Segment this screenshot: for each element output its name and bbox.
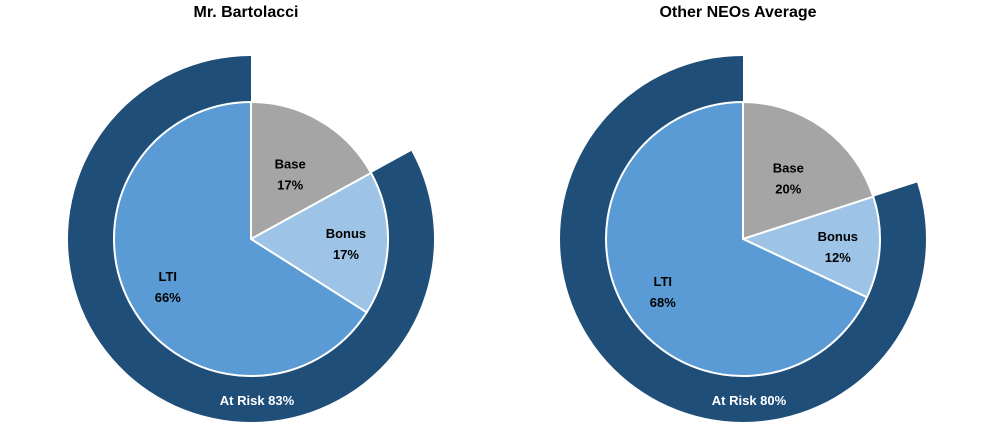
slice-label-bonus: Bonus 17% bbox=[326, 226, 366, 262]
pie-slice-lti bbox=[605, 101, 868, 377]
slice-label-base: Base 17% bbox=[275, 157, 306, 193]
slice-label-base: Base 20% bbox=[773, 161, 804, 197]
chart-bartolacci: Mr. Bartolacci Base 17% Bonus 17% LTI 66% At R… bbox=[68, 4, 435, 422]
pie-slice-base bbox=[250, 101, 373, 240]
chart-title: Other NEOs Average bbox=[659, 4, 817, 21]
pie-chart: Base 20% Bonus 12% LTI 68% At Risk 80% bbox=[560, 56, 926, 422]
slice-label-lti: LTI 68% bbox=[650, 274, 676, 310]
slice-label-lti: LTI 66% bbox=[155, 269, 181, 305]
chart-other-neos: Other NEOs Average Base 20% Bonus 12% LTI 68%… bbox=[492, 0, 984, 434]
pie-chart: Base 17% Bonus 17% LTI 66% At Risk 83% bbox=[68, 56, 435, 422]
pie-slice-base bbox=[742, 101, 875, 240]
slice-label-bonus: Bonus 12% bbox=[818, 229, 858, 265]
at-risk-label: At Risk 80% bbox=[712, 393, 787, 408]
pie-slice-lti bbox=[113, 101, 368, 377]
chart-title: Mr. Bartolacci bbox=[193, 4, 299, 21]
at-risk-label: At Risk 83% bbox=[220, 393, 295, 408]
pie-slice-bonus bbox=[742, 195, 881, 299]
pie-slice-bonus bbox=[250, 172, 389, 314]
